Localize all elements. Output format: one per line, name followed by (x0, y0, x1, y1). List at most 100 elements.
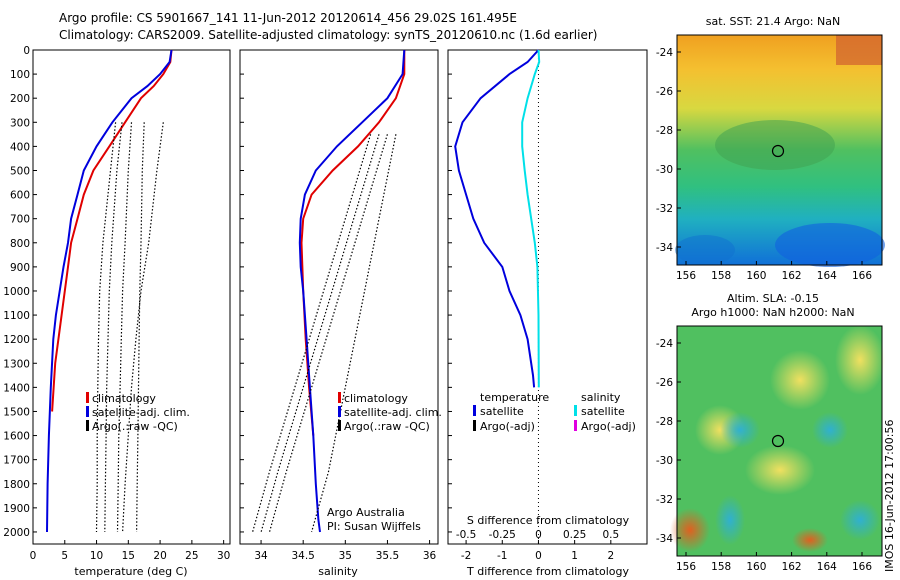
lon-tick-label: 156 (676, 270, 696, 282)
x-tick-label: 35 (339, 550, 352, 562)
argo-profile-line (268, 134, 388, 533)
legend-swatch-satellite (338, 406, 341, 417)
legend-label-sal-argo: Argo(-adj) (581, 420, 636, 433)
salinity-panel (239, 49, 439, 545)
sla-high (835, 325, 885, 395)
sla-low (720, 412, 760, 448)
temperature-satellite-line (454, 49, 540, 388)
argo-profile-line (104, 122, 123, 533)
lat-tick-label: -24 (656, 47, 673, 59)
lon-tick-label: 160 (746, 561, 766, 573)
timestamp: IMOS 16-Jun-2012 17:00:56 (883, 419, 896, 572)
argo-profile-line (95, 122, 117, 533)
x-tick-label: 0 (535, 550, 542, 562)
legend-swatch-sal-argo (574, 420, 577, 431)
argo-profile-line (122, 122, 164, 533)
sla-low (812, 412, 848, 448)
climatology-line (51, 49, 173, 412)
x-top-tick-label: -0.25 (489, 529, 516, 541)
salinity-axis-ticks: 34 34.5 35 35.5 36 (240, 49, 437, 562)
salinity-satellite-line (521, 49, 541, 388)
figure-title-line1: Argo profile: CS 5901667_141 11-Jun-2012… (59, 11, 517, 25)
legend-label-temp-argo: Argo(-adj) (480, 420, 535, 433)
x-tick-label: 20 (153, 550, 166, 562)
sst-map-frame (676, 34, 883, 266)
legend-swatch-climatology (86, 392, 89, 403)
y-tick-label: 1800 (3, 479, 30, 491)
y-tick-label: 700 (10, 214, 30, 226)
lon-tick-label: 158 (711, 270, 731, 282)
x-tick-label: 0 (30, 550, 37, 562)
x-tick-label: 34.5 (291, 550, 314, 562)
sst-cool-patch (715, 120, 835, 170)
salinity-series (252, 49, 406, 533)
legend-swatch-temp-satellite (473, 405, 476, 416)
legend-label-satellite: satellite-adj. clim. (92, 406, 190, 419)
x-tick-label: 30 (217, 550, 230, 562)
sst-map-title: sat. SST: 21.4 Argo: NaN (706, 15, 840, 28)
lat-tick-label: -26 (656, 86, 673, 98)
sst-warm-patch (836, 35, 882, 65)
y-tick-label: 1000 (3, 286, 30, 298)
sla-map-ticks: 156 158 160 162 164 166 -24 -26 -28 -30 -32 -34 (656, 338, 872, 573)
sst-blue-patch (775, 223, 885, 267)
y-tick-label: 1500 (3, 406, 30, 418)
legend-swatch-satellite (86, 406, 89, 417)
temperature-axis-ticks: 0100200300400500600700800900100011001200… (3, 45, 230, 562)
salinity-legend: climatology satellite-adj. clim. Argo(.:… (338, 392, 442, 433)
x-tick-label: 25 (185, 550, 198, 562)
sst-map-ticks: 156 158 160 162 164 166 -24 -26 -28 -30 -32 -34 (656, 47, 872, 282)
lat-tick-label: -34 (656, 533, 673, 545)
legend-swatch-argo (86, 420, 89, 431)
lat-tick-label: -30 (656, 455, 673, 467)
lat-tick-label: -30 (656, 164, 673, 176)
y-tick-label: 600 (10, 190, 30, 202)
legend-label-sal-satellite: satellite (581, 405, 625, 418)
argo-location-marker (771, 434, 785, 448)
lat-tick-label: -28 (656, 416, 673, 428)
lat-tick-label: -26 (656, 377, 673, 389)
y-tick-label: 1700 (3, 455, 30, 467)
temperature-panel (32, 49, 231, 545)
legend-swatch-climatology (338, 392, 341, 403)
temperature-legend: climatology satellite-adj. clim. Argo(.:… (86, 392, 190, 433)
legend-label-satellite: satellite-adj. clim. (344, 406, 442, 419)
climatology-line (300, 50, 406, 436)
lat-tick-label: -28 (656, 125, 673, 137)
sla-map-title-1: Altim. SLA: -0.15 (727, 292, 819, 305)
legend-label-argo: Argo(.:raw -QC) (92, 420, 178, 433)
lat-tick-label: -34 (656, 242, 673, 254)
lon-tick-label: 164 (817, 561, 837, 573)
sla-map-frame (676, 325, 883, 557)
temperature-xlabel: temperature (deg C) (74, 565, 187, 578)
sla-very-high (670, 508, 710, 552)
sst-map (675, 34, 885, 267)
sla-low (715, 495, 745, 545)
y-tick-label: 1400 (3, 382, 30, 394)
lon-tick-label: 158 (711, 561, 731, 573)
lat-tick-label: -24 (656, 338, 673, 350)
difference-panel (447, 49, 648, 545)
legend-title-salinity: salinity (581, 391, 621, 404)
lon-tick-label: 166 (852, 561, 872, 573)
sla-very-high (792, 528, 828, 552)
sst-blue-patch (675, 235, 735, 265)
legend-label-climatology: climatology (92, 392, 156, 405)
lon-tick-label: 164 (817, 270, 837, 282)
y-tick-label: 100 (10, 69, 30, 81)
legend-swatch-argo (338, 420, 341, 431)
x-tick-label: -2 (461, 550, 471, 562)
sla-map (670, 325, 885, 557)
y-tick-label: 0 (23, 45, 30, 57)
argo-profile-line (136, 122, 145, 533)
difference-series (454, 49, 541, 544)
satellite-adj-clim--line (298, 49, 406, 533)
legend-swatch-sal-satellite (574, 405, 577, 416)
lon-tick-label: 162 (782, 561, 802, 573)
x-tick-label: 2 (607, 550, 614, 562)
legend-label-argo: Argo(.:raw -QC) (344, 420, 430, 433)
legend-label-climatology: climatology (344, 392, 408, 405)
y-tick-label: 2000 (3, 527, 30, 539)
y-tick-label: 300 (10, 117, 30, 129)
x-tick-label: 15 (122, 550, 135, 562)
